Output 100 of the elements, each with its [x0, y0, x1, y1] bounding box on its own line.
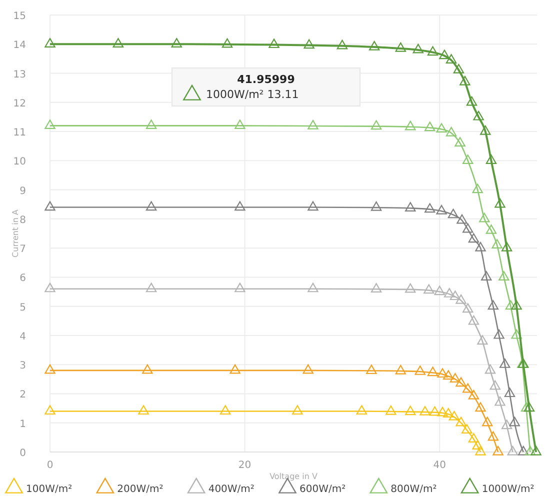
point — [146, 120, 157, 130]
y-tick-label: 4 — [20, 331, 26, 342]
point — [44, 405, 56, 415]
point — [511, 300, 522, 310]
point — [146, 282, 157, 292]
y-tick-label: 8 — [20, 214, 26, 226]
point — [494, 329, 504, 339]
point — [475, 242, 486, 252]
point — [456, 377, 466, 387]
point — [456, 214, 468, 224]
point — [475, 446, 486, 456]
point — [494, 198, 506, 208]
point — [308, 282, 318, 292]
point — [468, 433, 480, 443]
point — [436, 123, 447, 133]
point — [501, 420, 512, 430]
point — [146, 201, 157, 211]
point — [302, 364, 314, 374]
point — [492, 446, 504, 456]
point — [468, 233, 480, 243]
point — [429, 406, 440, 416]
point — [448, 410, 460, 420]
point — [490, 380, 500, 390]
point — [446, 126, 457, 136]
point — [484, 364, 496, 374]
point — [44, 282, 56, 292]
point — [292, 405, 303, 415]
y-tick-label: 0 — [20, 448, 26, 459]
point — [500, 358, 510, 368]
point — [477, 335, 488, 345]
y-tick-label: 3 — [20, 360, 26, 372]
x-axis-title: Voltage in V — [270, 472, 318, 481]
point — [366, 364, 377, 374]
point — [524, 446, 536, 456]
point — [420, 406, 430, 416]
point — [234, 282, 246, 292]
legend-label: 600W/m² — [300, 484, 346, 495]
point — [462, 223, 474, 233]
point — [444, 288, 455, 298]
x-tick-label: 40 — [433, 460, 446, 471]
point — [473, 110, 484, 120]
point — [437, 368, 448, 378]
y-tick-label: 13 — [13, 69, 26, 80]
point — [112, 38, 124, 48]
point — [412, 44, 424, 54]
y-tick-label: 15 — [13, 11, 26, 22]
point — [220, 405, 231, 415]
point — [501, 242, 512, 252]
point — [171, 38, 182, 48]
y-axis-title: Current in A — [11, 209, 20, 258]
point — [460, 76, 470, 86]
point — [472, 184, 483, 194]
point — [138, 405, 149, 415]
point — [479, 212, 490, 222]
point — [453, 64, 464, 74]
y-tick-label: 7 — [20, 244, 26, 256]
point — [395, 364, 406, 374]
point — [427, 366, 438, 376]
point — [414, 365, 426, 375]
point — [524, 402, 535, 412]
point — [405, 283, 416, 293]
point — [395, 42, 406, 52]
point — [437, 406, 448, 416]
point — [498, 271, 510, 281]
point — [443, 370, 454, 380]
point — [44, 364, 56, 374]
point — [480, 271, 492, 281]
point — [434, 286, 445, 296]
point — [439, 50, 450, 60]
y-tick-label: 9 — [20, 186, 26, 197]
point — [466, 96, 478, 106]
legend-label: 1000W/m² — [482, 484, 534, 495]
point — [436, 204, 447, 214]
point — [370, 120, 382, 130]
point — [386, 405, 396, 415]
point — [509, 416, 520, 426]
point — [142, 364, 153, 374]
y-tick-label: 12 — [13, 98, 26, 110]
point — [494, 396, 506, 406]
point — [462, 383, 474, 393]
point — [507, 446, 518, 456]
point — [234, 120, 246, 130]
point — [468, 390, 480, 400]
point — [44, 201, 56, 211]
point — [480, 125, 491, 135]
point — [488, 300, 499, 310]
point — [234, 201, 246, 211]
point — [511, 329, 522, 339]
point — [486, 224, 497, 234]
point — [443, 408, 454, 418]
point — [304, 39, 314, 49]
point — [462, 424, 472, 434]
y-tick-label: 6 — [20, 273, 26, 284]
point — [424, 122, 436, 132]
point — [44, 120, 56, 130]
legend-label: 400W/m² — [208, 484, 254, 495]
point — [462, 303, 474, 313]
point — [482, 416, 493, 426]
point — [468, 315, 480, 325]
point — [504, 388, 516, 398]
